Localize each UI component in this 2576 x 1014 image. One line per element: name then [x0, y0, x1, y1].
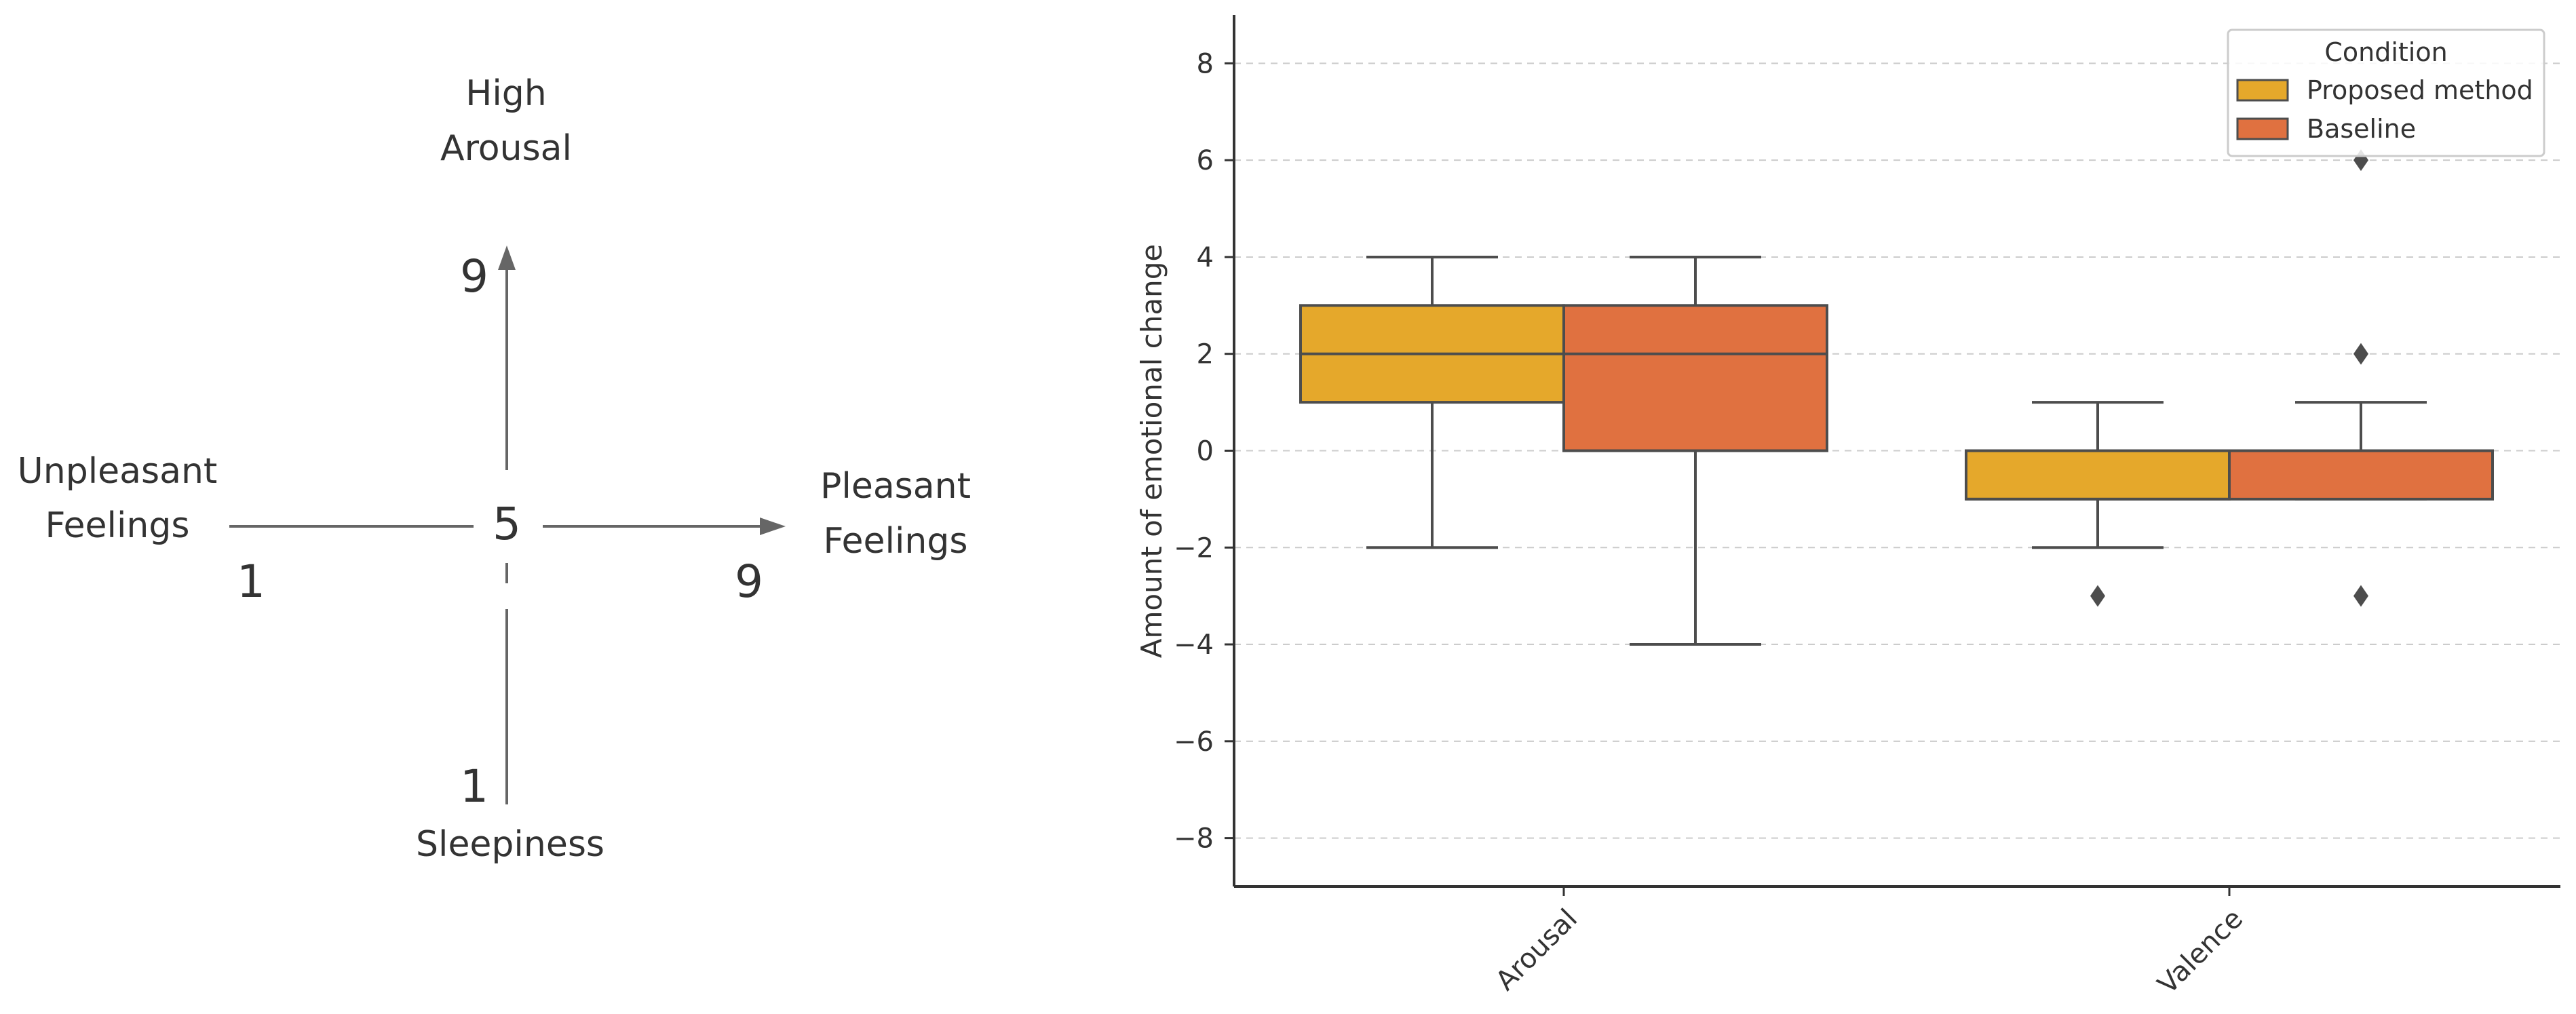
box-proposed-method-valence: [1965, 401, 2231, 607]
horizontal-arrowhead: [760, 518, 786, 535]
outlier-point: [2090, 585, 2105, 607]
y-ticks: 8 6 4 2 0 −2 −4 −6 −8: [1174, 48, 1234, 855]
x-tick-label: Arousal: [1490, 903, 1583, 997]
vertical-max-label: 9: [460, 250, 488, 303]
legend-title: Condition: [2324, 37, 2447, 67]
legend-label-proposed-method: Proposed method: [2307, 75, 2533, 105]
vertical-arrowhead: [498, 246, 516, 270]
box-baseline-arousal: [1562, 255, 1828, 646]
center-value-label: 5: [493, 498, 521, 550]
y-tick-label: 8: [1197, 48, 1214, 79]
y-tick-label: −2: [1174, 532, 1214, 564]
y-tick-label: 6: [1197, 145, 1214, 176]
left-label-unpleasant: Unpleasant: [18, 451, 218, 492]
outlier-point: [2353, 585, 2368, 607]
vertical-min-label: 1: [460, 760, 488, 813]
box-body: [1562, 304, 1828, 452]
right-label-pleasant: Pleasant: [820, 466, 971, 507]
box-body: [2228, 449, 2494, 501]
right-label-feelings: Feelings: [823, 521, 967, 562]
y-tick-label: −8: [1174, 823, 1214, 855]
box-body: [1965, 449, 2231, 501]
horizontal-max-label: 9: [735, 555, 763, 608]
y-axis-title: Amount of emotional change: [1135, 244, 1168, 658]
bottom-label-sleepiness: Sleepiness: [416, 824, 604, 865]
left-label-feelings: Feelings: [45, 505, 189, 546]
box-proposed-method-arousal: [1299, 255, 1565, 549]
x-ticks: Arousal Valence: [1490, 886, 2249, 1000]
y-tick-label: 0: [1197, 436, 1214, 467]
legend-label-baseline: Baseline: [2307, 114, 2416, 144]
y-tick-label: −4: [1174, 629, 1214, 661]
y-tick-label: −6: [1174, 726, 1214, 758]
legend-swatch-proposed-method: [2236, 79, 2289, 102]
box-series: [1299, 149, 2494, 646]
y-tick-label: 2: [1197, 339, 1214, 370]
box-plot-chart: 8 6 4 2 0 −2 −4 −6 −8 Arousal Valence Amount of e…: [1135, 15, 2560, 1000]
legend-frame: [2227, 28, 2545, 157]
y-tick-label: 4: [1197, 242, 1214, 273]
horizontal-min-label: 1: [237, 555, 265, 608]
outlier-point: [2353, 343, 2368, 365]
arousal-valence-diagram: High Arousal Sleepiness Unpleasant Feeli…: [18, 73, 971, 865]
x-tick-label: Valence: [2152, 903, 2249, 1000]
legend: Condition Proposed method Baseline: [2227, 28, 2545, 157]
legend-swatch-baseline: [2236, 117, 2289, 140]
top-label-high: High: [465, 73, 547, 114]
box-baseline-valence: [2228, 149, 2494, 607]
top-label-arousal: Arousal: [440, 128, 572, 169]
